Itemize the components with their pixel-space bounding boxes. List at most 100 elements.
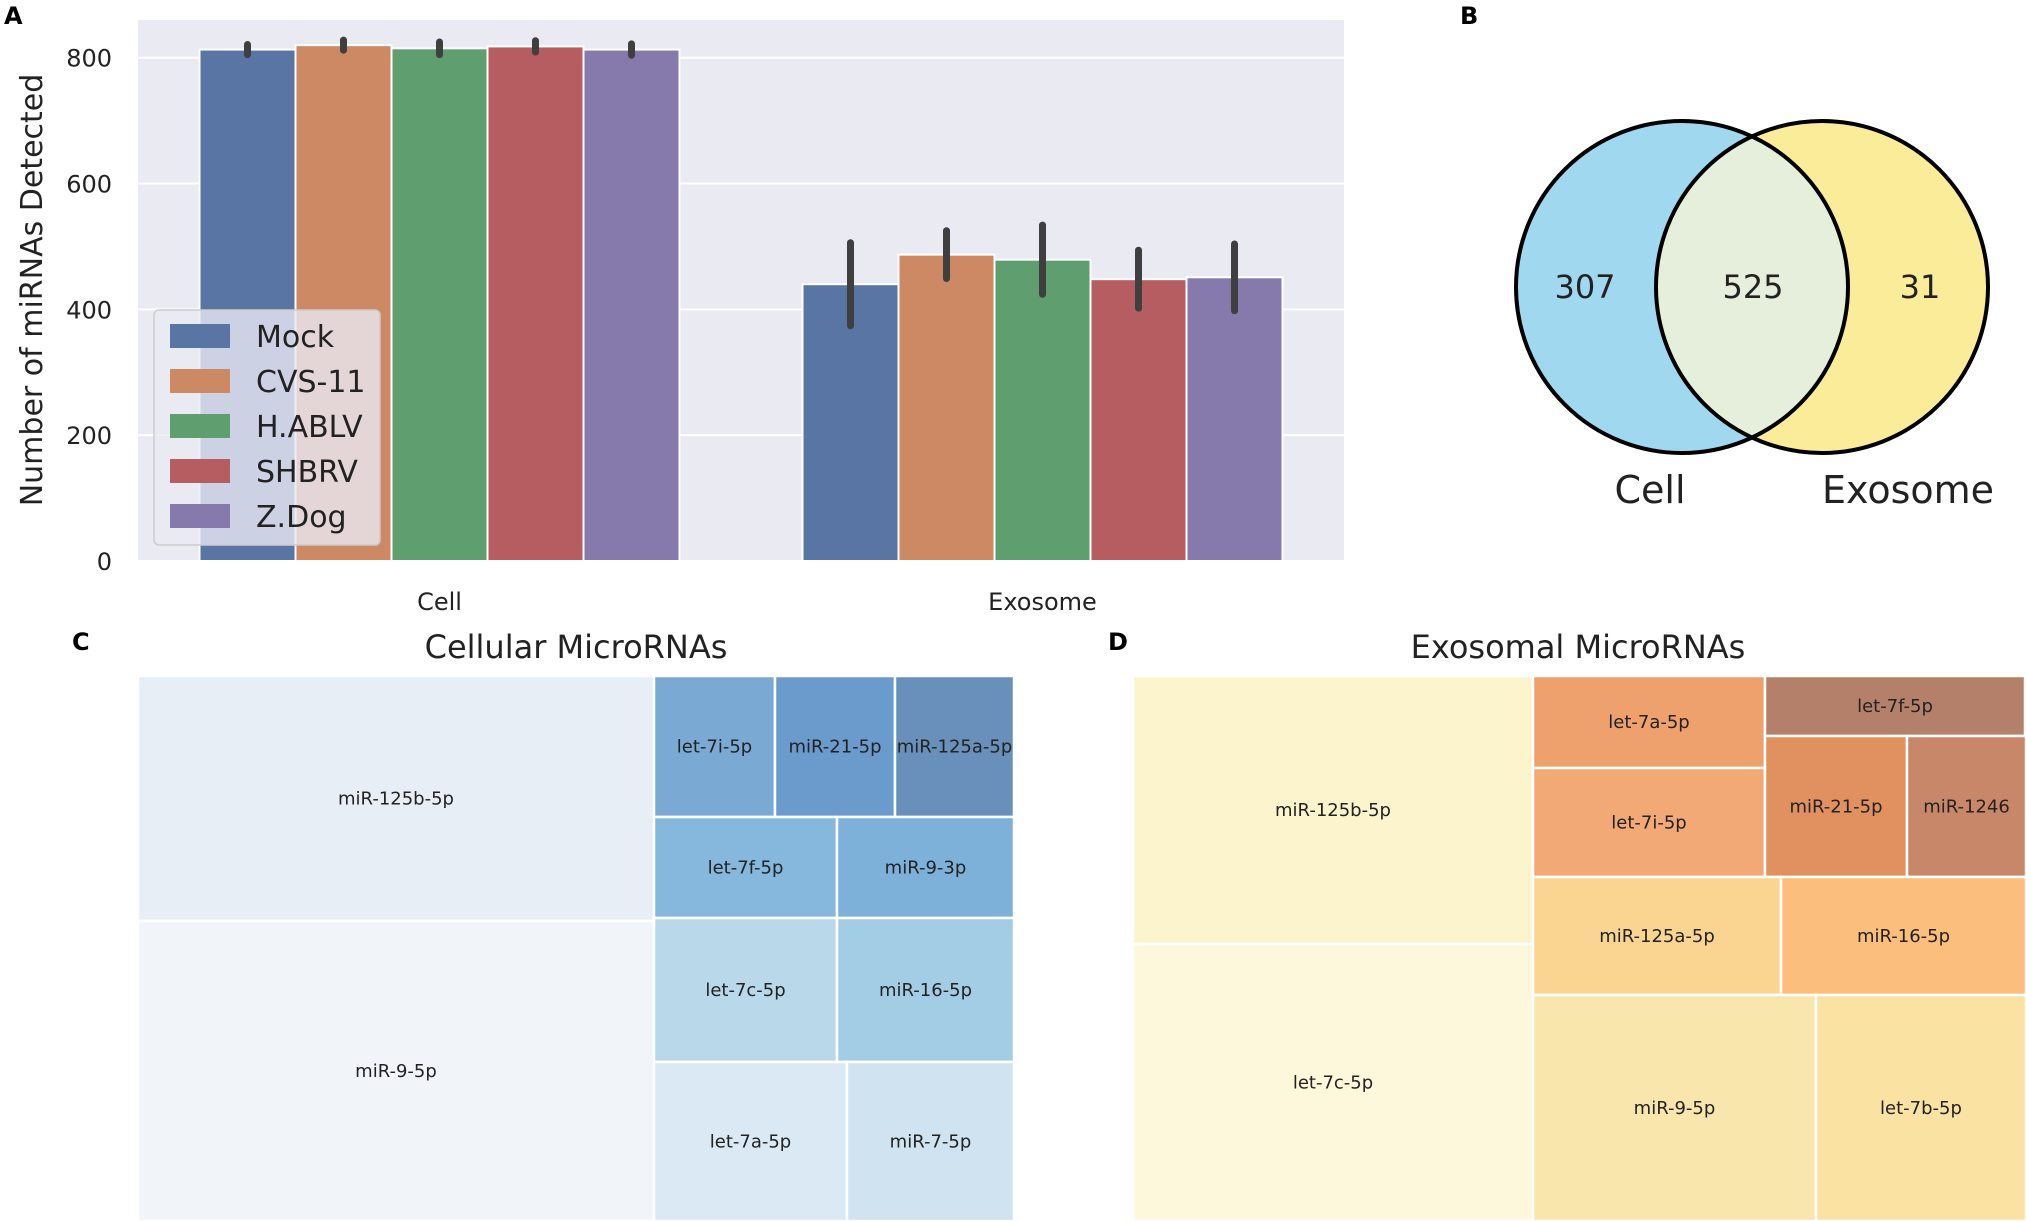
treemap-cell: let-7a-5p <box>652 1060 849 1221</box>
treemap-tile <box>835 916 1016 1064</box>
treemap-cell: miR-7-5p <box>845 1060 1016 1221</box>
panel-label-c: C <box>72 628 90 656</box>
treemap-cell: miR-125a-5p <box>893 674 1016 819</box>
treemap-cell: let-7c-5p <box>652 916 839 1064</box>
legend-label: Z.Dog <box>256 500 347 535</box>
bar-exosome-h-ablv <box>993 258 1092 562</box>
treemap-cell: miR-125a-5p <box>1531 875 1783 997</box>
treemap-cell: miR-9-5p <box>1531 993 1818 1221</box>
treemap-cellular: Cellular MicroRNAs miR-125b-5p miR-9-5p le… <box>136 628 1016 1221</box>
treemap-tile <box>1531 875 1783 997</box>
treemap-cell: let-7i-5p <box>1531 766 1767 879</box>
treemap-label: let-7f-5p <box>1857 696 1933 717</box>
treemap-cell: miR-125b-5p <box>136 674 656 923</box>
legend-label: Mock <box>256 320 335 355</box>
legend-swatch <box>170 369 230 393</box>
venn-overlap <box>1656 121 1848 453</box>
venn-count-both: 525 <box>1722 268 1783 306</box>
treemap-cell: let-7i-5p <box>652 674 777 819</box>
treemap-tile <box>1905 734 2026 879</box>
x-tick-labels: Cell Exosome <box>417 588 1097 616</box>
treemap-cell: let-7c-5p <box>1131 942 1535 1221</box>
treemap-label: let-7c-5p <box>1293 1073 1373 1094</box>
treemap-label: let-7i-5p <box>1611 813 1686 834</box>
panel-label-d: D <box>1108 628 1128 656</box>
treemap-label: let-7f-5p <box>708 858 784 879</box>
treemap-label: let-7b-5p <box>1880 1098 1962 1119</box>
treemap-tile <box>845 1060 1016 1221</box>
treemap-cell: let-7b-5p <box>1814 993 2026 1221</box>
y-tick-label: 200 <box>66 422 112 450</box>
venn-count-cell-only: 307 <box>1554 268 1615 306</box>
error-bars <box>244 36 1238 330</box>
treemap-cell: miR-16-5p <box>835 916 1016 1064</box>
treemap-label: let-7i-5p <box>677 737 752 758</box>
treemap-tile <box>1779 875 2026 997</box>
x-tick-label: Exosome <box>988 588 1097 616</box>
bar-cell-h-ablv <box>390 47 489 562</box>
venn-diagram: 307 525 31 Cell Exosome <box>1514 119 1994 512</box>
treemap-label: let-7a-5p <box>1608 712 1689 733</box>
legend: Mock CVS-11 H.ABLV SHBRV Z.Dog <box>153 309 381 546</box>
treemap-exosomal: Exosomal MicroRNAs miR-125b-5p let-7c-5p l… <box>1131 628 2026 1221</box>
venn-outline-cell <box>1514 119 1850 455</box>
treemap-title-cellular: Cellular MicroRNAs <box>425 628 728 666</box>
treemap-label: miR-9-5p <box>1634 1098 1716 1119</box>
y-tick-label: 800 <box>66 45 112 73</box>
legend-label: H.ABLV <box>256 410 363 445</box>
treemap-label: miR-21-5p <box>1789 797 1882 818</box>
bar-chart: 0 200 400 600 800 Cell Exosome Number of miRN… <box>15 20 1344 616</box>
treemap-label: miR-1246 <box>1923 797 2010 818</box>
panel-label-b: B <box>1460 2 1478 30</box>
legend-label: CVS-11 <box>256 365 366 400</box>
treemap-tile <box>1531 674 1767 770</box>
y-tick-label: 600 <box>66 171 112 199</box>
treemap-tile <box>652 815 839 920</box>
treemap-cell: miR-9-3p <box>835 815 1016 920</box>
legend-swatch <box>170 414 230 438</box>
bars <box>198 44 1284 563</box>
y-tick-label: 0 <box>97 548 112 576</box>
treemap-tile <box>1131 942 1535 1221</box>
treemap-tile <box>136 919 656 1221</box>
treemap-tile <box>893 674 1016 819</box>
y-axis-label: Number of miRNAs Detected <box>15 74 50 507</box>
treemap-cell: miR-21-5p <box>1763 734 1909 879</box>
treemap-label: miR-21-5p <box>788 737 881 758</box>
treemap-cell: miR-125b-5p <box>1131 674 1535 946</box>
treemap-label: let-7c-5p <box>705 980 785 1001</box>
panel-label-a: A <box>4 2 23 30</box>
treemap-cell: miR-9-5p <box>136 919 656 1221</box>
y-tick-labels: 0 200 400 600 800 <box>66 45 112 576</box>
treemap-tile <box>1763 674 2026 738</box>
venn-count-exosome-only: 31 <box>1900 268 1941 306</box>
treemap-cell: miR-1246 <box>1905 734 2026 879</box>
bar-cell-shbrv <box>486 45 585 562</box>
legend-box <box>153 309 381 546</box>
treemap-label: miR-125b-5p <box>1275 800 1391 821</box>
treemap-cell: let-7f-5p <box>652 815 839 920</box>
bar-cell-z-dog <box>582 48 681 562</box>
treemap-label: miR-9-3p <box>885 858 967 879</box>
treemap-label: miR-125a-5p <box>1599 926 1715 947</box>
treemap-label: miR-125b-5p <box>338 789 454 810</box>
treemap-label: miR-7-5p <box>890 1132 972 1153</box>
treemap-tile <box>652 916 839 1064</box>
x-tick-label: Cell <box>417 588 462 616</box>
legend-swatch <box>170 504 230 528</box>
treemap-tile <box>835 815 1016 920</box>
legend-swatch <box>170 459 230 483</box>
bar-exosome-cvs-11 <box>897 253 996 562</box>
treemap-cell: let-7f-5p <box>1763 674 2026 738</box>
legend-label: SHBRV <box>256 455 358 490</box>
bar-exosome-shbrv <box>1089 278 1188 562</box>
venn-outline-exosome <box>1654 119 1990 455</box>
treemap-tile <box>136 674 656 923</box>
treemap-tile <box>1814 993 2026 1221</box>
treemap-cell: miR-21-5p <box>773 674 897 819</box>
treemap-label: miR-16-5p <box>1857 926 1950 947</box>
treemap-tile <box>1131 674 1535 946</box>
treemap-label: miR-16-5p <box>879 980 972 1001</box>
treemap-tile <box>652 674 777 819</box>
